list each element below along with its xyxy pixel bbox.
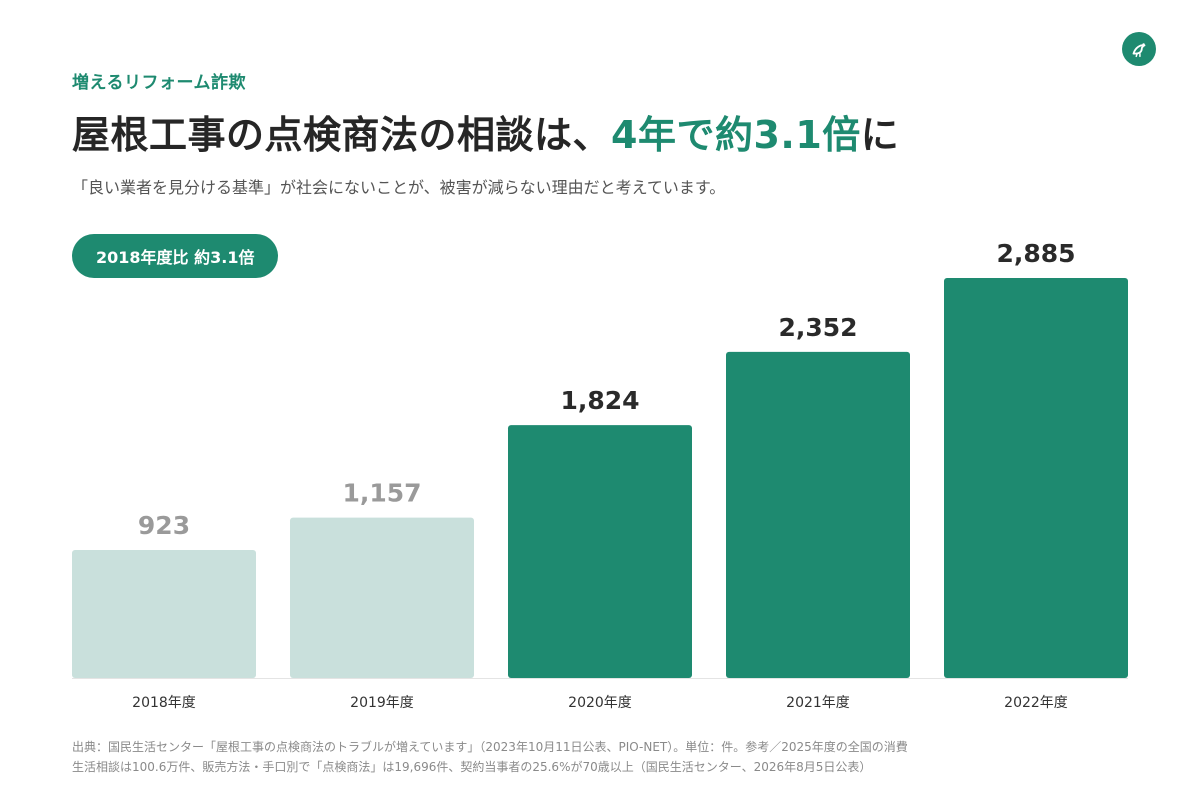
x-tick-label: 2019年度: [350, 695, 414, 711]
x-tick-label: 2018年度: [132, 695, 196, 711]
growth-badge: 2018年度比 約3.1倍: [72, 234, 279, 278]
logo-badge: [1122, 32, 1156, 66]
page-title: 屋根工事の点検商法の相談は、4年で約3.1倍に: [72, 104, 899, 159]
headline-suffix: に: [860, 113, 900, 157]
bar-value-label: 2,885: [996, 239, 1075, 268]
bar-0: [72, 550, 256, 678]
bar-value-label: 2,352: [778, 313, 857, 342]
headline-highlight: 4年で約3.1倍: [611, 113, 861, 157]
footnote-line-1: 出典：国民生活センター「屋根工事の点検商法のトラブルが増えています」（2023年…: [72, 740, 908, 754]
bar-4: [944, 278, 1128, 678]
bar-value-label: 923: [138, 511, 190, 540]
bar-1: [290, 517, 474, 678]
x-tick-label: 2022年度: [1004, 695, 1068, 711]
bar-chart: 923 2018年度 1,157 2019年度 1,824 2020年度 2,352 2021…: [72, 239, 1128, 711]
bar-2: [508, 425, 692, 678]
bar-3: [726, 351, 910, 678]
bird-icon: [1132, 43, 1146, 58]
footnote-line-2: 生活相談は100.6万件、販売方法・手口別で「点検商法」は19,696件、契約当…: [72, 760, 872, 774]
source-footnote: 出典：国民生活センター「屋根工事の点検商法のトラブルが増えています」（2023年…: [72, 737, 1132, 777]
x-tick-label: 2021年度: [786, 695, 850, 711]
bar-value-label: 1,157: [342, 479, 421, 508]
x-tick-label: 2020年度: [568, 695, 632, 711]
page-subtitle: 「良い業者を見分ける基準」が社会にないことが、被害が減らない理由だと考えています…: [72, 178, 726, 197]
eyebrow-label: 増えるリフォーム詐欺: [72, 73, 246, 93]
headline-prefix: 屋根工事の点検商法の相談は、: [72, 113, 612, 157]
bar-value-label: 1,824: [560, 386, 639, 415]
